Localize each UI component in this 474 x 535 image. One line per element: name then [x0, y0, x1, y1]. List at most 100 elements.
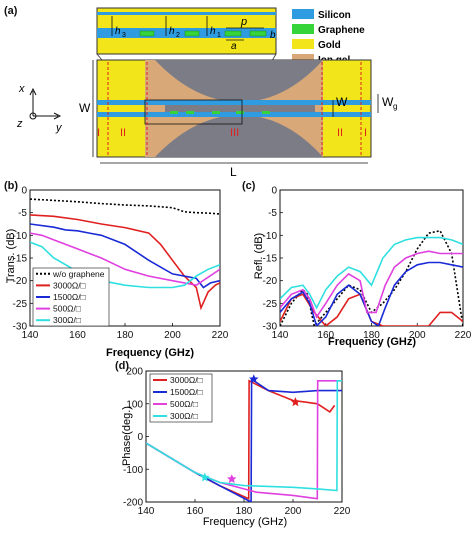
xtick-label-b: 180: [117, 330, 134, 341]
legend-label-d-1: 1500Ω/□: [170, 387, 203, 397]
xtick-label-d: 160: [187, 506, 204, 517]
axis-label-z: z: [16, 118, 23, 130]
marker-star-3: [290, 397, 301, 407]
ytick-label-b: -20: [13, 276, 28, 287]
xtick-label-b: 160: [69, 330, 86, 341]
ytick-label-b: 0: [21, 186, 27, 197]
chart-c: (c) 140 160 180 200 220 0 -5 -10 -15 -20 -25 -30 Fr…: [242, 180, 472, 348]
plot-area-d: 140 160 180 200 220 200 100 0 -100 -200 3000Ω/□ 150…: [123, 367, 351, 518]
ytick-label-c: -25: [263, 299, 278, 310]
xtick-label-b: 200: [164, 330, 181, 341]
legend-label-d-0: 3000Ω/□: [170, 375, 203, 385]
ytick-label-b: -5: [18, 208, 27, 219]
legend-label-b-1: 3000Ω/□: [53, 280, 86, 290]
region-label-1: I: [97, 127, 100, 139]
ylabel-b: Trans. (dB): [5, 229, 17, 284]
legend-label-graphene: Graphene: [318, 25, 365, 36]
dimension-annotations: [92, 60, 379, 164]
marker-star-0: [200, 472, 210, 482]
xtick-label-b: 140: [22, 330, 39, 341]
legend-label-d-2: 500Ω/□: [170, 399, 198, 409]
xtick-label-c: 160: [317, 330, 334, 341]
xlabel-c: Frequency (GHz): [328, 336, 416, 348]
series-line-b-4: [30, 241, 220, 289]
xtick-label-c: 180: [363, 330, 380, 341]
axis-label-y: y: [55, 122, 63, 134]
inset-label-h3-sub: 3: [122, 32, 126, 39]
ytick-label-b: -15: [13, 254, 28, 265]
panel-label-d: (d): [115, 360, 129, 372]
series-line-c-2: [280, 261, 463, 326]
legend-label-b-0: w/o graphene: [52, 269, 105, 279]
ytick-label-c: -30: [263, 322, 278, 333]
xtick-label-d: 140: [138, 506, 155, 517]
ytick-label-b: -25: [13, 299, 28, 310]
dim-label-l: L: [230, 165, 237, 179]
legend-label-b-2: 1500Ω/□: [53, 292, 86, 302]
legend-swatch-silicon: [292, 9, 314, 19]
ytick-label-d: -100: [123, 465, 143, 476]
legend-label-silicon: Silicon: [318, 10, 351, 21]
xtick-label-d: 220: [334, 506, 351, 517]
dim-label-w-inner: W: [336, 95, 348, 109]
ytick-label-c: -5: [268, 208, 277, 219]
panel-label-b: (b): [4, 180, 18, 192]
ytick-label-b: -30: [13, 322, 28, 333]
panel-label-a: (a): [4, 5, 18, 17]
inset-label-p: p: [240, 16, 247, 28]
dim-label-wg-sub: g: [393, 102, 397, 111]
region-label-4: II: [337, 127, 343, 139]
dim-label-wg: W: [382, 95, 394, 109]
plot-area-b: 140 160 180 200 220 0 -5 -10 -15 -20 -25 -30 w/o gra…: [13, 186, 229, 342]
ylabel-d: Phase(deg.): [121, 406, 133, 466]
dim-label-w: W: [79, 101, 91, 115]
xtick-label-c: 140: [272, 330, 289, 341]
inset-diagram: h 3 h 2 h 1 p a b: [96, 7, 277, 55]
legend-label-b-4: 300Ω/□: [53, 315, 81, 325]
legend-box-d: [149, 373, 213, 423]
axis-label-x: x: [18, 83, 25, 95]
panel-a: (a) h 3 h 2 h 1 p: [4, 5, 397, 179]
panel-label-c: (c): [242, 180, 256, 192]
coordinate-axes: [29, 87, 62, 120]
legend-swatch-ion-gel: [292, 54, 314, 64]
series-line-b-1: [30, 214, 220, 311]
region-label-2: II: [120, 127, 126, 139]
plot-area-c: 140 160 180 200 220 0 -5 -10 -15 -20 -25 -30: [263, 186, 472, 342]
region-label-3: III: [230, 127, 239, 139]
xtick-label-d: 180: [236, 506, 253, 517]
series-line-c-3: [280, 250, 463, 319]
device-diagram: I II III II I: [96, 59, 372, 158]
inset-label-h1: h: [210, 26, 216, 37]
legend-label-b-3: 500Ω/□: [53, 304, 81, 314]
ytick-label-c: -10: [263, 231, 278, 242]
marker-star-2: [249, 374, 259, 384]
region-label-5: I: [364, 127, 367, 139]
chart-b: (b) 140 160 180 200 220 0 -5 -10 -15 -20 -25 -30 w/o…: [4, 180, 229, 359]
series-line-b-3: [30, 232, 220, 287]
chart-d: (d) 140 160 180 200 220 200 100 0 -100 -200 3000Ω/…: [115, 360, 351, 528]
ytick-label-d: 200: [126, 367, 143, 378]
inset-label-h1-sub: 1: [217, 32, 221, 39]
ytick-label-c: 0: [271, 186, 277, 197]
legend-label-gold: Gold: [318, 40, 341, 51]
legend-d: 3000Ω/□ 1500Ω/□ 500Ω/□ 300Ω/□: [149, 373, 213, 423]
ytick-label-b: -10: [13, 231, 28, 242]
xtick-label-c: 220: [455, 330, 472, 341]
legend-swatch-graphene: [292, 24, 314, 34]
xlabel-d: Frequency (GHz): [203, 516, 287, 528]
ytick-label-d: -200: [123, 498, 143, 509]
ytick-label-c: -20: [263, 276, 278, 287]
plot-frame-c: [279, 189, 464, 327]
inset-label-h2-sub: 2: [176, 32, 180, 39]
ylabel-c: Refl. (dB): [253, 233, 265, 279]
xlabel-b: Frequency (GHz): [106, 347, 194, 359]
series-line-c-4: [280, 236, 463, 310]
series-line-b-2: [30, 223, 220, 289]
ytick-label-c: -15: [263, 254, 278, 265]
xtick-label-c: 200: [409, 330, 426, 341]
ytick-label-d: 100: [126, 399, 143, 410]
legend-swatch-gold: [292, 39, 314, 49]
